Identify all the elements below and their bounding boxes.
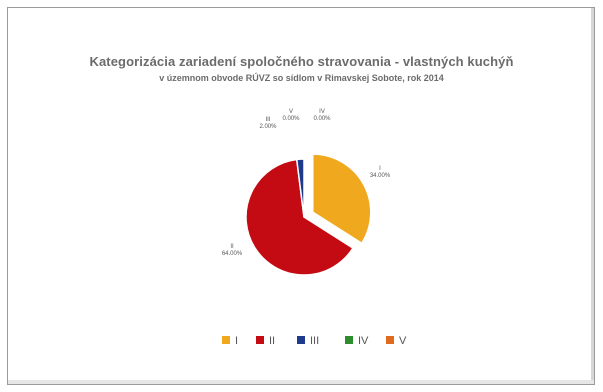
slice-label-name-iv: IV bbox=[319, 109, 325, 115]
chart-subtitle: v územnom obvode RÚVZ so sídlom v Rimavs… bbox=[159, 73, 444, 83]
legend: I II III IV V bbox=[222, 335, 407, 347]
pie-slice-i bbox=[312, 153, 372, 245]
legend-swatch-ii bbox=[256, 336, 264, 344]
frame-shadow-bottom bbox=[8, 380, 594, 384]
legend-swatch-iii bbox=[297, 336, 305, 344]
chart-title: Kategorizácia zariadení spoločného strav… bbox=[89, 54, 514, 69]
slice-label-value-iii: 2.00% bbox=[259, 124, 277, 130]
slice-label-name-ii: II bbox=[230, 244, 234, 250]
legend-swatch-v bbox=[386, 336, 394, 344]
slice-label-name-v: V bbox=[289, 109, 293, 115]
legend-label-iv: IV bbox=[358, 335, 369, 347]
legend-label-i: I bbox=[235, 335, 238, 347]
slice-label-value-ii: 64.00% bbox=[222, 251, 243, 257]
slice-label-value-v: 0.00% bbox=[282, 116, 300, 122]
pie-slice-ii bbox=[245, 158, 355, 276]
pie-slices bbox=[245, 153, 372, 276]
legend-swatch-i bbox=[222, 336, 230, 344]
slice-label-value-iv: 0.00% bbox=[313, 116, 331, 122]
pie-slice-iii bbox=[295, 158, 305, 218]
legend-label-iii: III bbox=[310, 335, 319, 347]
legend-label-ii: II bbox=[269, 335, 275, 347]
slice-label-name-iii: III bbox=[265, 117, 270, 123]
slice-label-value-i: 34.00% bbox=[370, 173, 391, 179]
legend-label-v: V bbox=[399, 335, 407, 347]
legend-swatch-iv bbox=[345, 336, 353, 344]
slice-label-name-i: I bbox=[379, 166, 381, 172]
frame-shadow-right bbox=[591, 8, 594, 384]
